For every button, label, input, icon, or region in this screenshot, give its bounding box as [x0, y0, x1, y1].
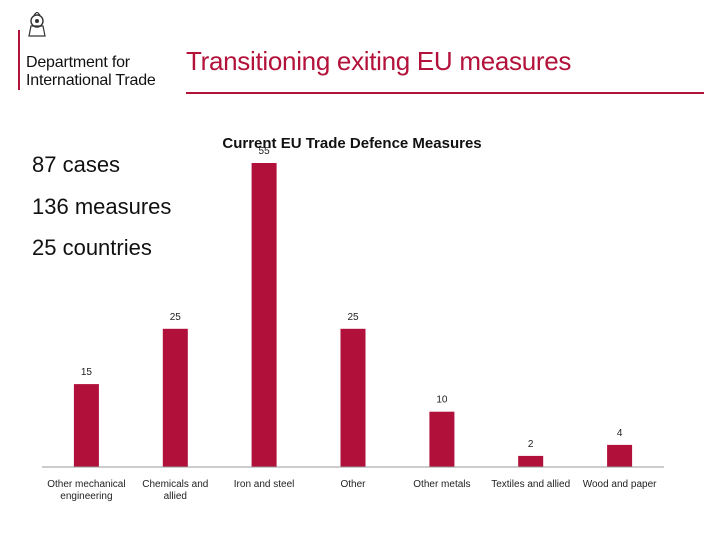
dit-logo: Department for International Trade: [18, 12, 178, 90]
category-label-0: Other mechanical engineering: [47, 479, 125, 502]
chart-title: Current EU Trade Defence Measures: [222, 135, 481, 152]
bar-2: [251, 163, 277, 467]
data-label-5: 2: [528, 439, 534, 450]
category-label-3: Other: [340, 479, 366, 490]
bar-3: [340, 328, 366, 467]
bar-1: [162, 328, 188, 467]
title-rule: [186, 92, 704, 94]
slide-title: Transitioning exiting EU measures: [186, 46, 572, 76]
stat-measures: 136 measures: [32, 194, 172, 219]
category-label-4: Other metals: [413, 479, 470, 490]
bars-layer: [73, 163, 633, 467]
labels-layer: 15 Other mechanical engineering 25 Chemicals…: [47, 146, 657, 502]
bar-6: [607, 444, 633, 467]
data-label-6: 4: [617, 428, 623, 439]
data-label-1: 25: [170, 312, 182, 323]
stat-countries: 25 countries: [32, 235, 152, 260]
category-label-6: Wood and paper: [583, 479, 657, 490]
category-label-1: Chemicals and allied: [142, 479, 208, 502]
logo-rule: [18, 30, 20, 90]
data-label-3: 25: [347, 312, 359, 323]
category-label-5: Textiles and allied: [491, 479, 570, 490]
data-label-4: 10: [436, 395, 448, 406]
royal-crest-icon: [28, 12, 46, 37]
bar-4: [429, 411, 455, 467]
data-label-0: 15: [81, 367, 93, 378]
bar-0: [73, 384, 99, 467]
data-label-2: 55: [259, 146, 271, 157]
logo-line-2: International Trade: [26, 72, 156, 89]
stat-cases: 87 cases: [32, 152, 121, 177]
bar-5: [518, 455, 544, 467]
logo-line-1: Department for: [26, 54, 130, 71]
category-label-2: Iron and steel: [234, 479, 295, 490]
